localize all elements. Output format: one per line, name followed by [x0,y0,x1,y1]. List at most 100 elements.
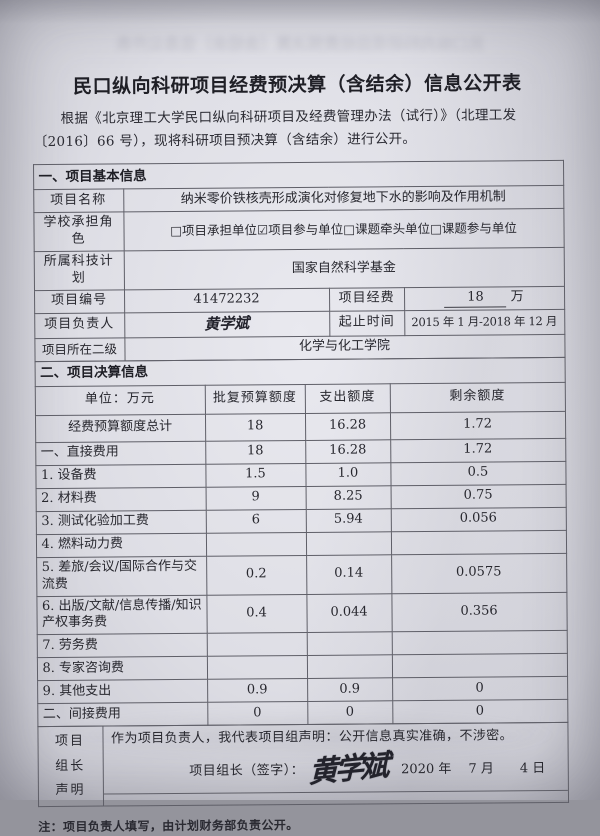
declaration-label: 项目 组长 声明 [37,726,104,807]
cell-spent [305,531,392,556]
declaration-label-line: 项目 [54,733,86,749]
cell-approved: 0.9 [207,678,308,703]
cell-remaining: 0 [392,699,568,725]
budget-row-publication: 6. 出版/文献/信息传播/知识产权事务费 0.4 0.044 0.356 [36,591,567,635]
declaration-label-line: 组长 [55,758,86,774]
declaration-statement: 作为项目负责人，我代表项目组声明：公开信息真实准确，不涉密。 [110,728,514,747]
cell-approved: 0 [207,701,308,726]
cell-approved [206,632,307,657]
row-label: 2. 材料费 [35,487,206,512]
cell-remaining: 0.0575 [391,553,567,594]
project-code-value: 41472232 [123,288,330,313]
cell-spent: 0.044 [306,593,392,633]
row-label: 7. 劳务费 [36,633,207,658]
declaration-label-line: 声明 [55,782,86,799]
school-unit-label: 项目所在二级 [34,337,125,362]
cell-remaining: 1.72 [389,411,566,440]
row-label: 经费预算额度总计 [34,414,206,443]
form-title: 民口纵向科研项目经费预决算（含结余）信息公开表 [73,72,522,98]
cell-spent: 0.9 [307,678,393,702]
signature-label: 项目组长（签字）： [189,762,305,779]
row-label: 4. 燃料动力费 [35,533,207,558]
budget-column-header-row: 单位：万元 批复预算额度 支出额度 剩余额度 [34,382,565,416]
signature-row: 项目组长（签字）： 黄学斌 2020 年 7 月 4 日 [111,748,559,790]
cell-approved: 0.4 [206,594,307,634]
cell-approved [206,655,308,680]
cell-remaining: 1.72 [390,438,566,463]
school-role-row: 学校承担角色 □项目承担单位☑项目参与单位□课题牵头单位□课题参与单位 [33,208,564,252]
role-option-label: 项目参与单位 [268,221,344,238]
cell-remaining: 0.056 [390,507,566,532]
cell-approved: 18 [205,440,306,465]
cell-spent [306,655,393,679]
duration-label: 起止时间 [329,310,405,337]
cell-remaining [391,653,568,679]
role-option-label: 课题参与单位 [441,220,517,236]
project-code-label: 项目编号 [34,289,125,314]
cell-spent: 5.94 [305,508,391,533]
row-label: 8. 专家咨询费 [36,656,208,681]
cell-approved: 0.2 [206,555,307,595]
row-label: 6. 出版/文献/信息传播/知识产权事务费 [36,594,207,635]
row-label: 3. 测试化验加工费 [35,510,206,535]
cell-approved: 1.5 [205,463,306,488]
school-role-label: 学校承担角色 [33,212,124,252]
checkbox-unchecked-icon: □ [170,223,183,239]
row-label: 一、直接费用 [35,441,206,466]
checkbox-unchecked-icon: □ [429,220,442,237]
intro-paragraph: 根据《北京理工大学民口纵向科研项目及经费管理办法（试行）》（北理工发〔2016〕… [33,107,517,150]
declaration-body: 作为项目负责人，我代表项目组声明：公开信息真实准确，不涉密。 项目组长（签字）：… [102,722,569,807]
project-leader-value: 黄学斌 [124,311,330,338]
role-option-label: 项目承担单位 [181,222,258,239]
cell-approved: 9 [205,486,306,511]
budget-row-travel: 5. 差旅/会议/国际合作与交流费 0.2 0.14 0.0575 [36,553,567,597]
fund-unit: 万 [510,289,524,305]
cell-approved: 6 [205,509,306,534]
budget-table: 二、项目决算信息 单位：万元 批复预算额度 支出额度 剩余额度 经费预算额度总计… [34,357,568,728]
checkbox-unchecked-icon: □ [343,221,356,237]
cell-approved: 18 [204,413,306,442]
cell-remaining: 0.5 [390,461,566,486]
handwritten-signature: 黄学斌 [308,748,387,790]
col-remaining: 剩余额度 [389,382,565,413]
cell-spent: 1.0 [305,462,391,487]
budget-row-total: 经费预算额度总计 18 16.28 1.72 [34,411,566,443]
declaration-inner-box: 作为项目负责人，我代表项目组声明：公开信息真实准确，不涉密。 项目组长（签字）：… [102,723,568,795]
project-leader-label: 项目负责人 [34,312,125,339]
checkbox-checked-icon: ☑ [256,222,269,238]
row-label: 9. 其他支出 [37,679,208,704]
project-name-value: 纳米零价铁核壳形成演化对修复地下水的影响及作用机制 [123,185,564,213]
row-label: 二、间接费用 [37,702,208,727]
col-spent: 支出额度 [304,383,390,414]
project-fund-cell: 18 万 [403,286,565,311]
cell-remaining [390,530,567,555]
science-plan-label: 所属科技计划 [33,251,124,291]
row-label: 1. 设备费 [35,464,206,489]
science-plan-row: 所属科技计划 国家自然科学基金 [33,247,564,291]
col-unit: 单位：万元 [34,385,205,416]
project-name-label: 项目名称 [33,189,124,213]
role-options-cell: □项目承担单位☑项目参与单位□课题牵头单位□课题参与单位 [123,208,564,252]
cell-spent: 8.25 [305,485,391,510]
cell-spent: 16.28 [304,412,391,441]
cell-spent: 0.14 [306,554,392,595]
signature-date: 2020 年 7 月 4 日 [401,760,546,777]
role-option-label: 课题牵头单位 [354,221,431,237]
cell-approved [205,532,307,557]
duration-value: 2015 年 1 月-2018 年 12 月 [404,309,565,336]
project-fund-label: 项目经费 [328,287,405,312]
cell-spent: 16.28 [305,439,391,464]
cell-remaining [391,630,567,656]
row-label: 5. 差旅/会议/国际合作与交流费 [36,556,207,597]
basic-info-table: 一、项目基本信息 项目名称 纳米零价铁核壳形成演化对修复地下水的影响及作用机制 … [33,160,566,362]
fund-amount: 18 [444,289,507,308]
cell-spent [306,632,392,656]
cell-remaining: 0 [392,676,568,702]
cell-remaining: 0.356 [391,591,567,633]
declaration-row: 项目 组长 声明 作为项目负责人，我代表项目组声明：公开信息真实准确，不涉密。 … [37,722,569,807]
cell-spent: 0 [307,701,393,725]
science-plan-value: 国家自然科学基金 [123,247,564,290]
leader-handwritten-name: 黄学斌 [203,313,250,334]
